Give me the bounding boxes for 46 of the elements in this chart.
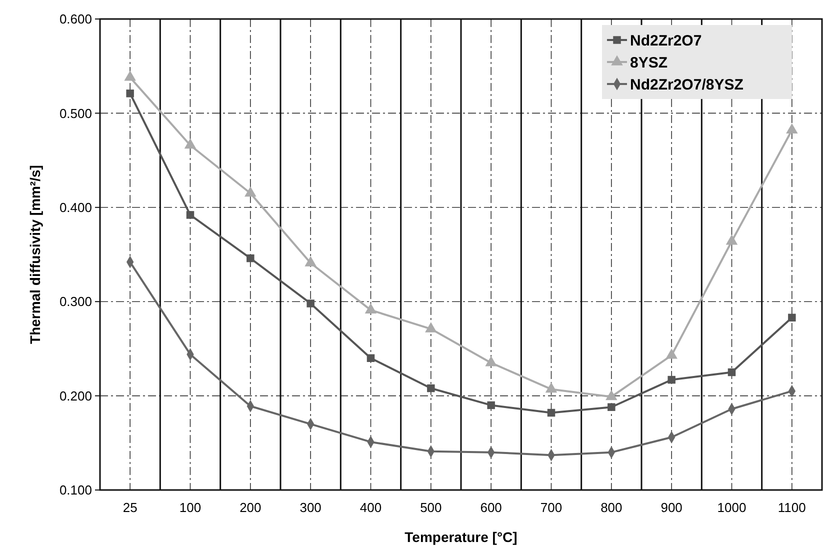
point [788,314,796,322]
point [244,186,256,197]
y-tick-label: 0.300 [59,294,92,310]
point [306,300,314,308]
y-tick-label: 0.500 [59,106,92,121]
x-tick-label: 200 [240,500,262,515]
x-tick-label: 25 [122,500,138,515]
y-tick-label: 0.400 [59,200,92,215]
x-tick-label: 1000 [717,500,746,515]
y-tick-label: 0.600 [59,12,92,27]
point [728,368,736,376]
point [124,70,136,81]
point [726,234,738,245]
point [608,403,616,411]
x-tick-label: 900 [660,500,682,515]
point [485,356,497,366]
x-tick-label: 1100 [778,500,806,515]
point [304,256,316,266]
point [186,211,194,219]
legend-label: Nd2Zr2O7 [630,32,702,50]
point [786,123,798,134]
point [364,303,377,314]
x-tick-label: 800 [600,500,622,515]
point [547,408,556,417]
x-tick-label: 500 [420,500,442,515]
point [487,401,495,410]
point [606,390,618,400]
point [425,322,437,332]
y-tick-label: 0.100 [59,482,92,498]
point [246,254,254,262]
point [366,354,375,362]
x-tick-label: 400 [360,500,382,515]
point [427,384,435,392]
x-axis-title: Temperature [°C] [404,529,518,545]
x-tick-label: 600 [480,500,502,515]
x-tick-label: 300 [300,500,322,515]
y-tick-label: 0.200 [59,388,92,404]
legend-label: Nd2Zr2O7/8YSZ [630,76,744,94]
legend-label: 8YSZ [630,54,668,72]
x-tick-label: 100 [179,500,202,515]
y-axis-title: Thermal diffusivity [mm²/s] [27,165,43,344]
x-tick-label: 700 [540,500,562,515]
point [545,382,558,393]
point [668,376,676,384]
point [666,348,678,359]
point [184,138,196,149]
